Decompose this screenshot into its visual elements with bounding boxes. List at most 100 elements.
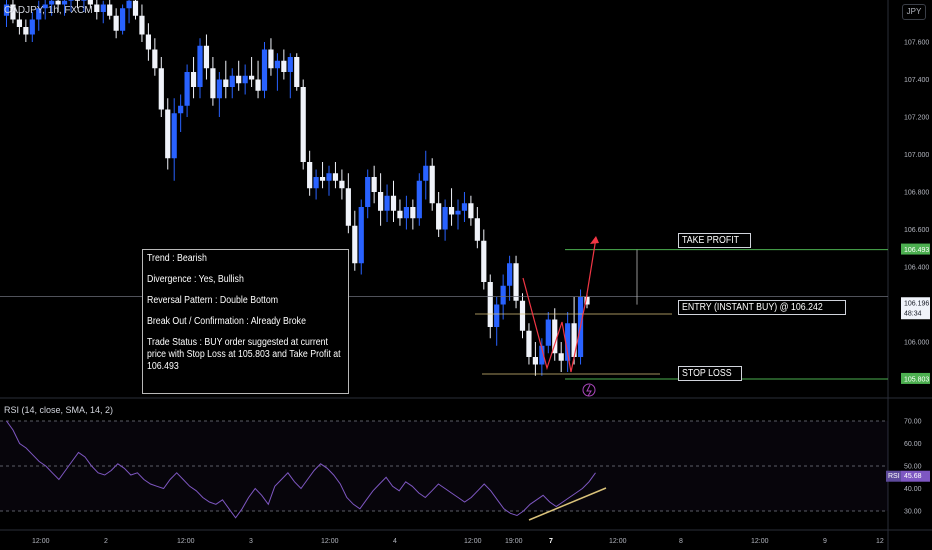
candle-body — [513, 263, 519, 301]
candle-body — [236, 75, 242, 84]
candle-body — [416, 180, 422, 219]
current-price-box — [901, 297, 930, 320]
currency-button[interactable]: JPY — [902, 4, 926, 20]
arrow-head — [590, 236, 599, 244]
candle-body — [481, 240, 487, 282]
candle-body — [107, 4, 113, 16]
symbol-label[interactable]: CADJPY, 1h, FXCM — [4, 5, 93, 16]
candle-body — [36, 8, 42, 20]
candle-body — [571, 323, 577, 357]
price-tick-label: 106.600 — [904, 227, 929, 234]
reversal-pattern-text: Reversal Pattern : Double Bottom — [147, 295, 279, 306]
candle-body — [81, 0, 87, 1]
candle-body — [171, 113, 177, 159]
price-tick-label: 107.400 — [904, 77, 929, 84]
candle-body — [448, 207, 455, 215]
stop-loss-price: 105.803 — [904, 376, 929, 383]
rsi-tick-label: 60.00 — [904, 441, 922, 448]
time-axis-label: 12:00 — [609, 538, 627, 545]
time-axis-label: 12:00 — [177, 538, 195, 545]
candle-body — [55, 0, 61, 5]
time-axis-label: 12:00 — [32, 538, 50, 545]
candle-body — [216, 79, 222, 99]
candle-body — [423, 165, 429, 181]
price-tick-label: 107.600 — [904, 40, 929, 47]
rsi-tick-label: 30.00 — [904, 509, 922, 516]
stop-loss-label[interactable]: STOP LOSS — [678, 366, 743, 381]
candle-body — [49, 0, 55, 5]
time-axis-label: 12:00 — [464, 538, 482, 545]
candle-body — [29, 19, 35, 35]
time-axis-label: 19:00 — [505, 538, 523, 545]
current-price: 106.196 — [904, 300, 929, 307]
candle-body — [42, 4, 48, 9]
price-tick-label: 107.000 — [904, 152, 929, 159]
take-profit-price: 106.493 — [904, 247, 929, 254]
candle-body — [249, 75, 255, 80]
candle-body — [261, 49, 268, 91]
trade-info-box[interactable]: Trend : Bearish Divergence : Yes, Bullis… — [142, 249, 349, 394]
candle-body — [120, 8, 126, 31]
candle-body — [165, 109, 171, 159]
candle-body — [468, 203, 474, 219]
candle-body — [145, 34, 151, 50]
price-tick-label: 106.000 — [904, 340, 929, 347]
candle-body — [326, 173, 332, 181]
candle-body — [494, 304, 500, 327]
candle-body — [61, 0, 68, 5]
candle-body — [371, 177, 377, 192]
candle-body — [474, 218, 480, 241]
candle-body — [519, 300, 526, 331]
candle-body — [74, 0, 81, 1]
candle-body — [210, 68, 216, 99]
candle-body — [584, 297, 590, 305]
lightning-icon — [582, 383, 596, 397]
candle-body — [487, 282, 493, 327]
time-axis-label: 3 — [249, 538, 253, 545]
candle-body — [436, 203, 442, 230]
take-profit-price-box — [901, 243, 930, 255]
candle-body — [16, 19, 22, 27]
time-axis-label: 9 — [823, 538, 827, 545]
candle-body — [429, 165, 435, 204]
candle-body — [68, 0, 74, 1]
candle-body — [294, 57, 300, 87]
rsi-line — [6, 420, 596, 519]
candle-body — [339, 180, 345, 189]
candle-body — [397, 210, 403, 219]
candle-body — [152, 49, 158, 69]
candle-body — [229, 75, 235, 87]
trend-text: Trend : Bearish — [147, 253, 207, 264]
take-profit-label[interactable]: TAKE PROFIT — [678, 233, 751, 248]
rsi-indicator-label[interactable]: RSI (14, close, SMA, 14, 2) — [4, 405, 114, 415]
time-axis-label: 2 — [104, 538, 108, 545]
candle-body — [565, 323, 571, 361]
candle-body — [132, 0, 139, 16]
candle-body — [532, 357, 538, 365]
candle-body — [332, 173, 339, 181]
candle-body — [455, 210, 461, 215]
candle-body — [190, 72, 197, 87]
candle-body — [203, 45, 210, 69]
candle-body — [158, 68, 164, 110]
trade-status-text: Trade Status : BUY order suggested at cu… — [147, 337, 341, 372]
candle-body — [274, 60, 280, 69]
time-axis-label: 12:00 — [321, 538, 339, 545]
price-tick-label: 106.400 — [904, 265, 929, 272]
time-axis-label: 4 — [393, 538, 397, 545]
price-tick-label: 107.200 — [904, 115, 929, 122]
price-tick-label: 106.800 — [904, 190, 929, 197]
lightning-glyph — [586, 384, 592, 397]
rsi-divergence-line — [528, 487, 607, 521]
rsi-badge: RSI — [888, 473, 900, 480]
time-axis-label: 12 — [876, 538, 884, 545]
candle-body — [365, 177, 371, 207]
candle-body — [184, 72, 190, 106]
candle-body — [352, 225, 358, 264]
candle-body — [552, 319, 558, 354]
candle-body — [390, 195, 397, 211]
entry-label[interactable]: ENTRY (INSTANT BUY) @ 106.242 — [678, 300, 847, 315]
candle-body — [410, 207, 416, 219]
time-axis-label: 12:00 — [751, 538, 769, 545]
